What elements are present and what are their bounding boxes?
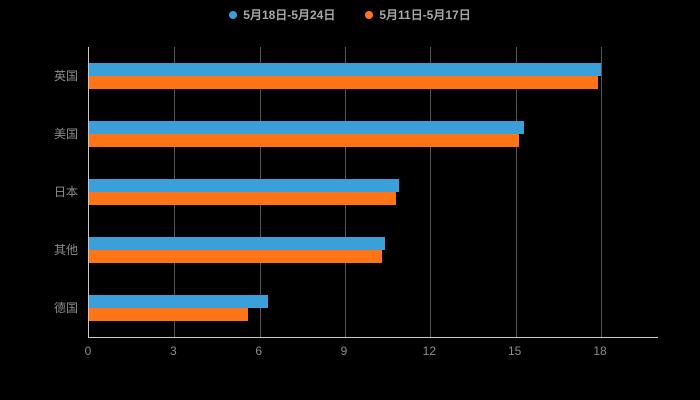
legend-dot-icon (365, 11, 374, 19)
category-label: 德国 (53, 301, 78, 315)
bar-s0-c1[interactable] (89, 121, 525, 134)
category-label: 其他 (53, 243, 78, 257)
bar-s0-c2[interactable] (89, 179, 400, 192)
x-tick-label: 15 (507, 344, 522, 358)
legend-dot-icon (229, 11, 238, 19)
bar-s0-c3[interactable] (89, 237, 385, 250)
gridline (601, 47, 602, 337)
x-tick-label: 12 (422, 344, 437, 358)
category-label: 日本 (53, 185, 78, 199)
bar-s1-c4[interactable] (89, 308, 249, 321)
category-label: 美国 (53, 127, 78, 141)
bar-s1-c3[interactable] (89, 250, 382, 263)
gridline (430, 47, 432, 337)
x-tick-label: 0 (84, 344, 92, 358)
x-tick-label: 18 (593, 344, 607, 358)
legend-label: 5月18日-5月24日 (243, 8, 336, 22)
plot-area (88, 47, 602, 337)
bar-s1-c1[interactable] (89, 134, 519, 147)
bar-s0-c4[interactable] (89, 295, 269, 308)
bar-s0-c0[interactable] (89, 63, 601, 76)
x-tick-label: 9 (340, 344, 348, 358)
x-tick-label: 3 (169, 344, 177, 358)
legend-item-series0[interactable]: 5月18日-5月24日 (229, 8, 335, 22)
legend-item-series1[interactable]: 5月11日-5月17日 (365, 8, 471, 22)
x-axis-line (88, 337, 658, 338)
bar-s1-c0[interactable] (89, 76, 599, 89)
legend-label: 5月11日-5月17日 (379, 8, 471, 22)
bar-s1-c2[interactable] (89, 192, 397, 205)
gridline (515, 47, 517, 337)
category-label: 英国 (53, 69, 78, 83)
x-tick-label: 6 (255, 344, 262, 358)
legend: 5月18日-5月24日 5月11日-5月17日 (0, 8, 700, 22)
